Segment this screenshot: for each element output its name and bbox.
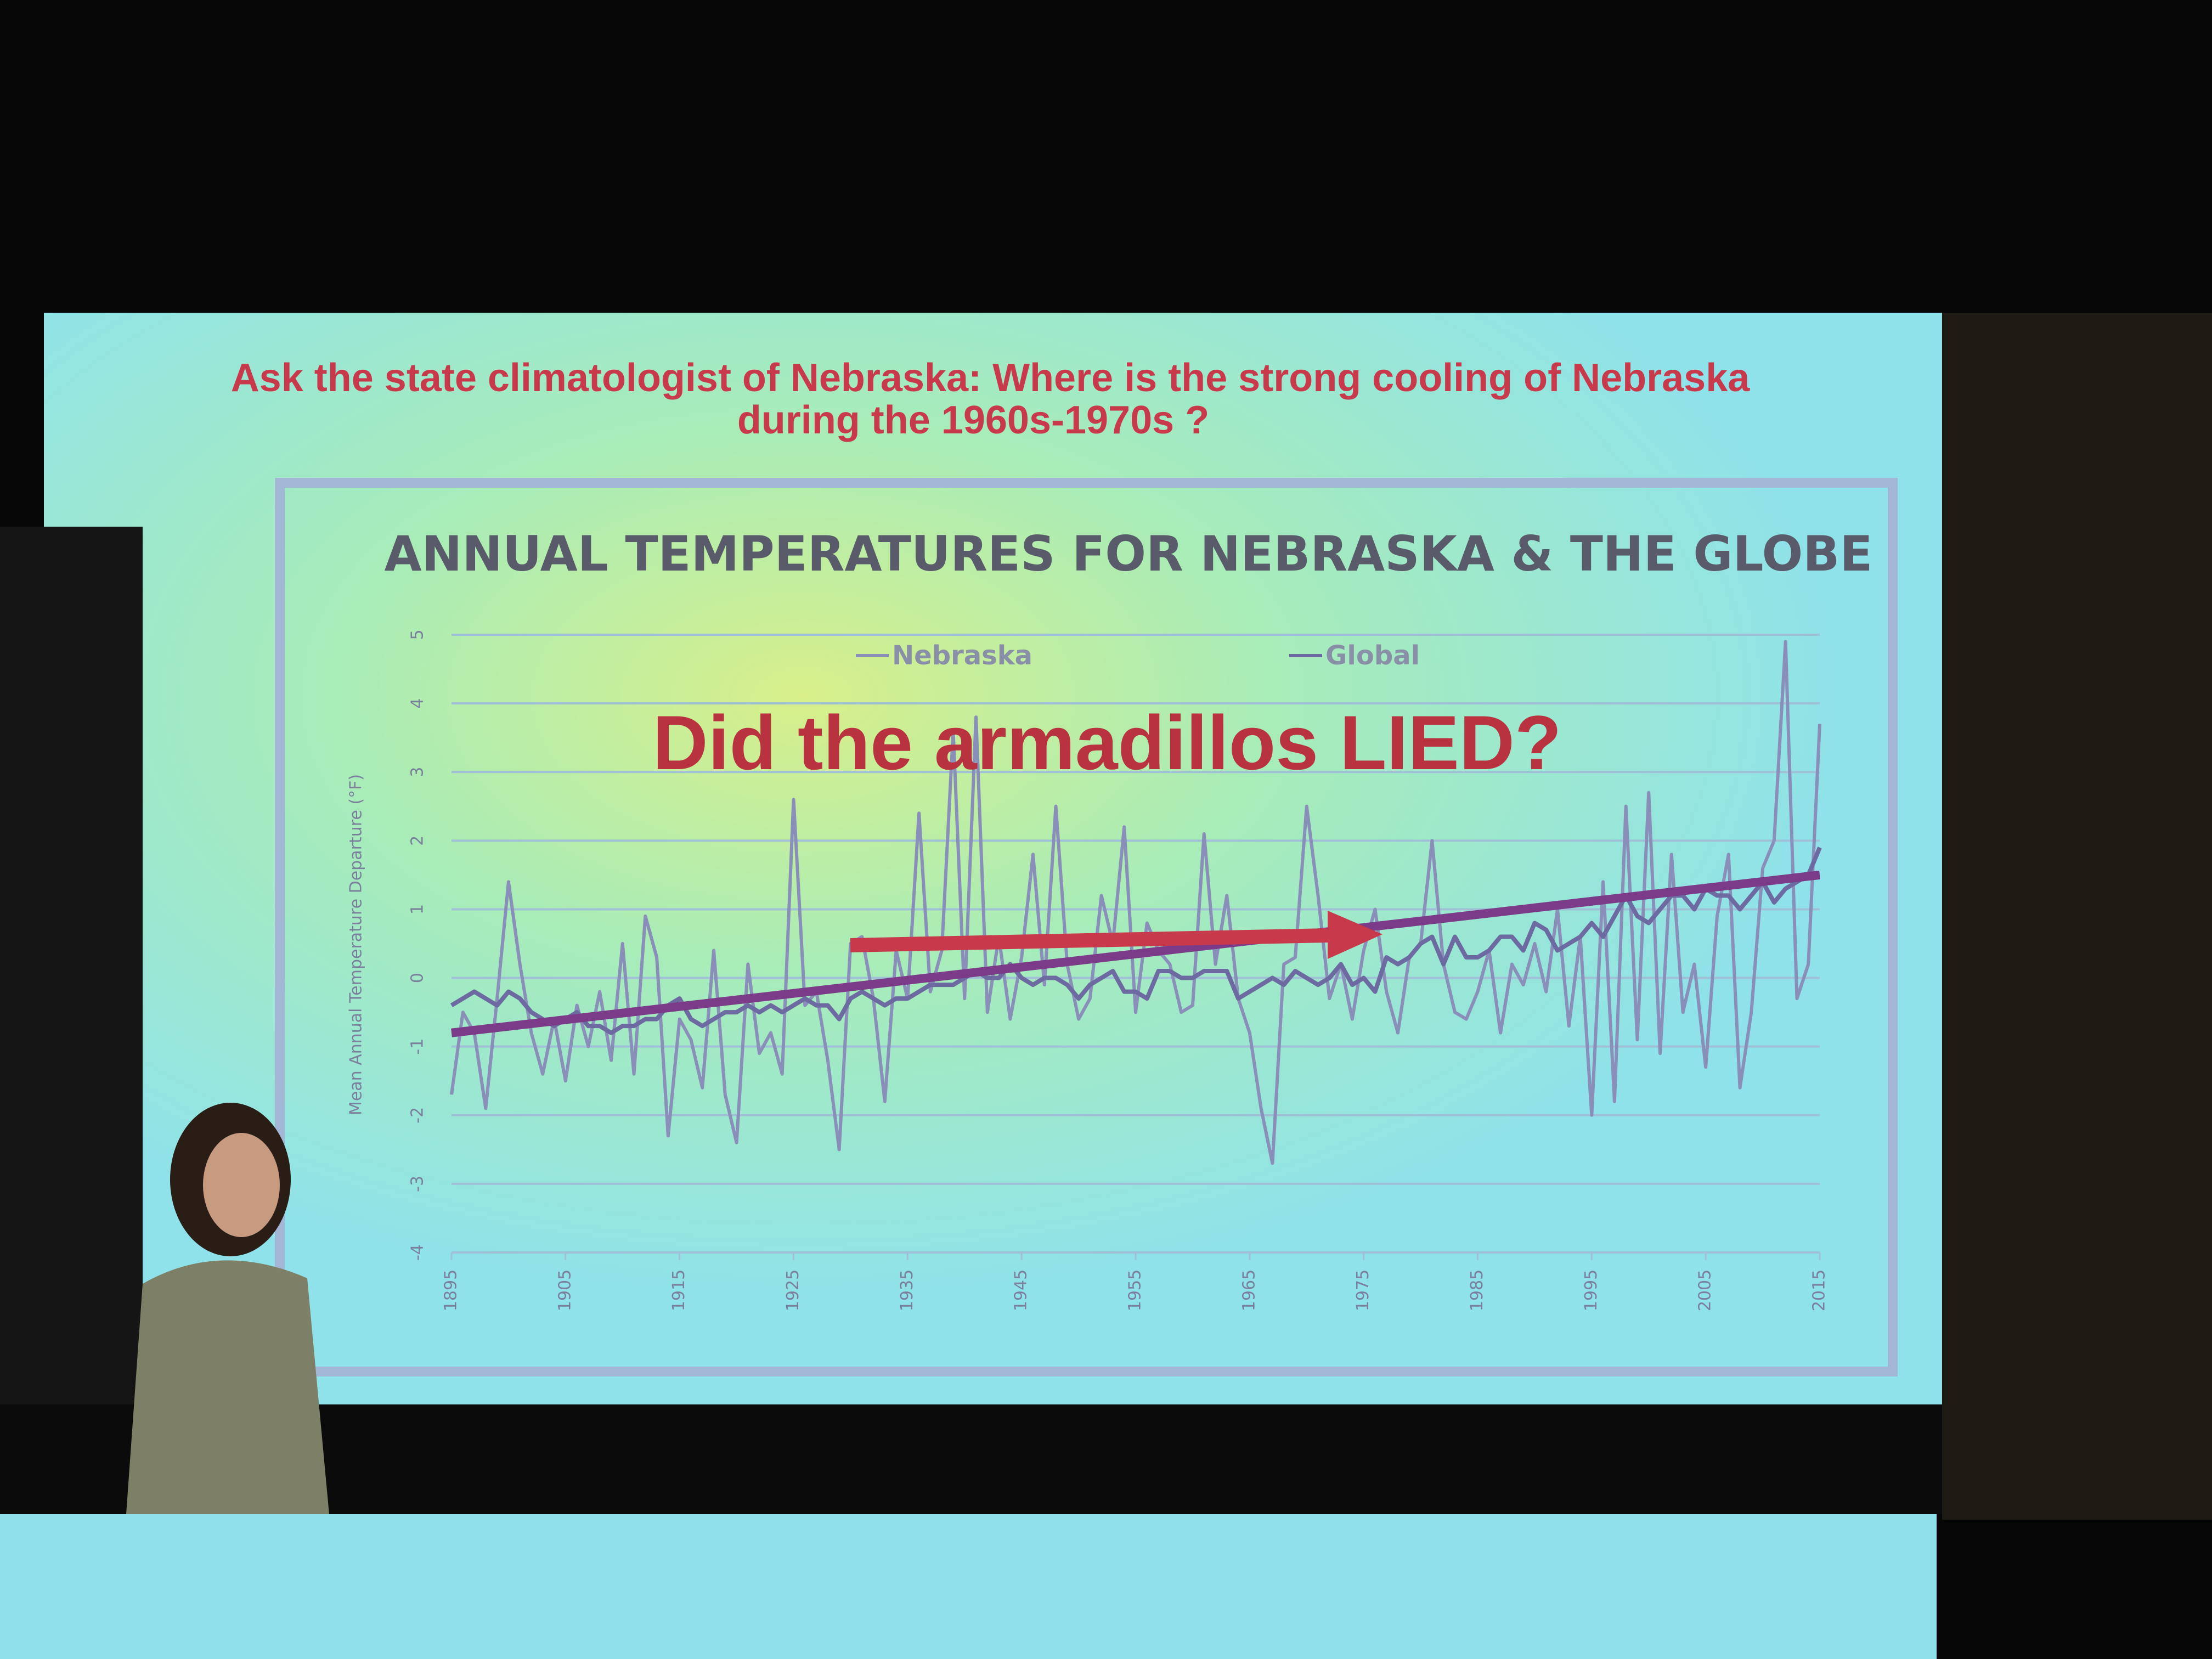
- chart-title: ANNUAL TEMPERATURES FOR NEBRASKA & THE G…: [384, 526, 1872, 582]
- arrow-shaft: [850, 928, 1328, 952]
- x-tick-label: 1975: [1353, 1269, 1373, 1311]
- x-tick-label: 1935: [898, 1269, 917, 1311]
- trend-line: [451, 870, 1820, 1037]
- x-tick-label: 2005: [1696, 1269, 1715, 1311]
- x-tick-label: 1925: [783, 1269, 803, 1311]
- slide: [44, 313, 1942, 1410]
- legend-label: Nebraska: [892, 640, 1032, 671]
- data-line: [450, 640, 1821, 1165]
- y-tick-label: 2: [408, 836, 427, 846]
- plot: -4 -3 -2 -1 0 1 2 3 4 5 1895 1905 1915 1925 1935 1945 19…: [408, 629, 1829, 1311]
- legend-label: Global: [1325, 640, 1420, 671]
- annotation: Did the armadillos LIED?: [653, 699, 1562, 786]
- x-tick-label: 1985: [1468, 1269, 1487, 1311]
- y-tick-label: -2: [408, 1107, 427, 1124]
- x-tick-label: 1945: [1012, 1269, 1031, 1311]
- chart-frame: [275, 478, 1898, 1376]
- y-tick-label: 1: [408, 904, 427, 915]
- slide-title: Ask the state climatologist of Nebraska:…: [231, 356, 1751, 400]
- x-tick-label: 2015: [1810, 1269, 1829, 1311]
- y-tick-label: -1: [408, 1039, 427, 1055]
- x-tick-label: 1905: [555, 1269, 574, 1311]
- x-tick-label: 1895: [442, 1269, 461, 1311]
- y-tick-label: -4: [408, 1244, 427, 1261]
- y-axis-label: Mean Annual Temperature Departure (°F): [347, 774, 366, 1115]
- data-line: [450, 847, 1822, 1035]
- face: [203, 1133, 280, 1237]
- presenter: [126, 1103, 329, 1514]
- x-tick-label: 1965: [1239, 1269, 1259, 1311]
- screen-edge: [0, 527, 143, 1514]
- y-tick-label: 3: [408, 767, 427, 777]
- x-tick-label: 1915: [669, 1269, 689, 1311]
- arrow-head: [1328, 911, 1383, 959]
- y-tick-label: 5: [408, 629, 427, 640]
- y-tick-label: -3: [408, 1176, 427, 1192]
- y-tick-label: 4: [408, 698, 427, 709]
- dress: [126, 1260, 329, 1514]
- slide-bottom: [0, 1514, 1937, 1659]
- x-tick-label: 1955: [1126, 1269, 1145, 1311]
- wall: [1942, 313, 2212, 1520]
- x-tick-label: 1995: [1582, 1269, 1601, 1311]
- slide-title: during the 1960s-1970s ?: [737, 398, 1209, 442]
- y-tick-label: 0: [408, 973, 427, 983]
